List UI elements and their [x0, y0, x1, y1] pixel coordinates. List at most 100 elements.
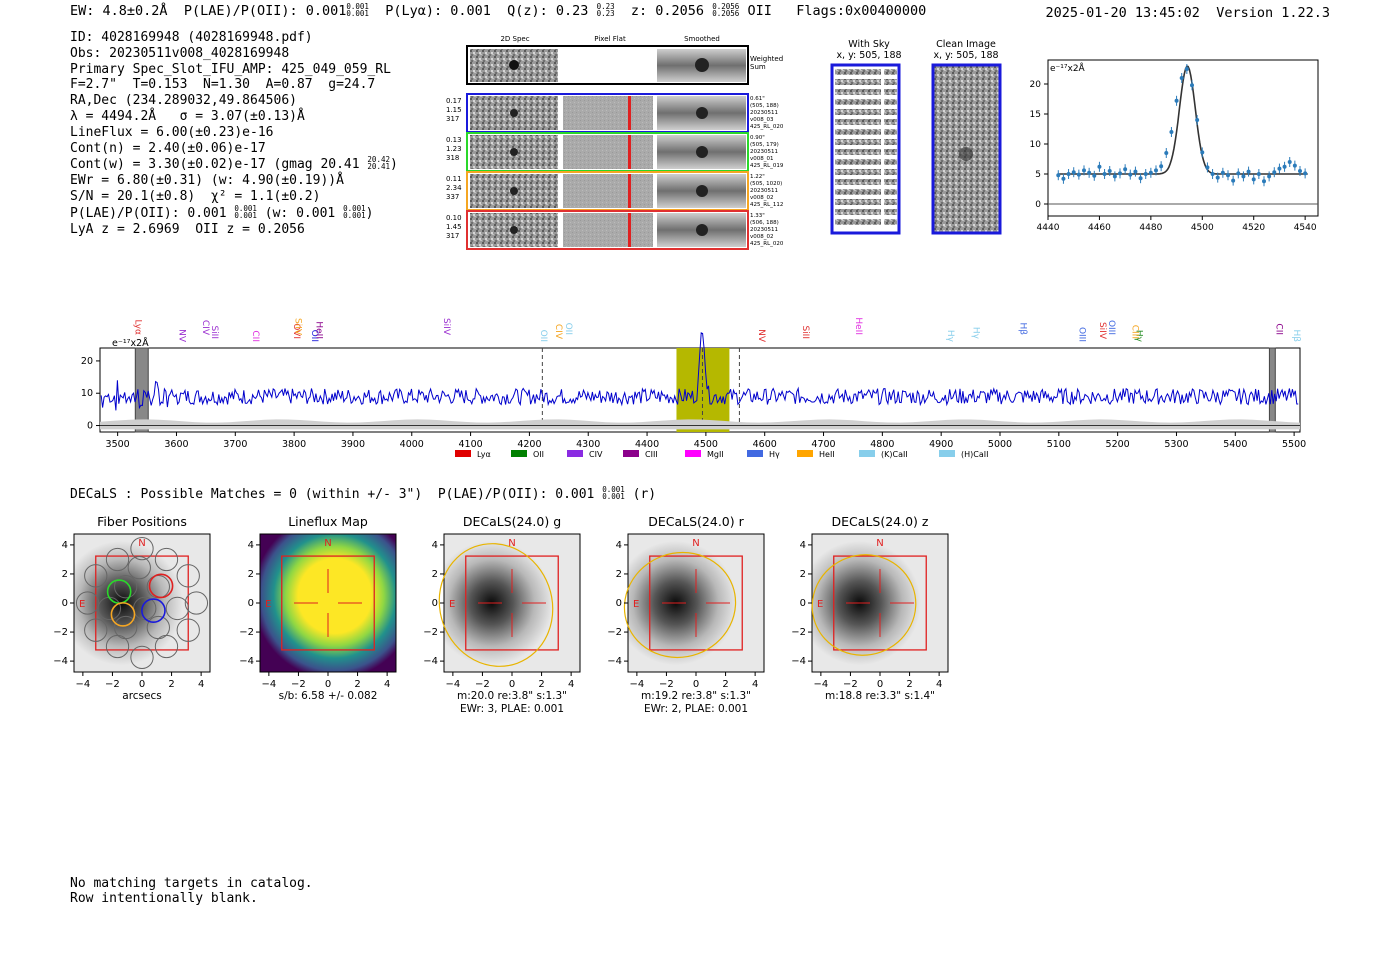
imaging-panel: Fiber Positions N E −4 −4 −2 −2 0 0 2 2 4 4 arcsecs — [53, 514, 211, 702]
legend-swatch — [859, 450, 875, 457]
cutout-row-source — [510, 226, 518, 234]
east-label: E — [79, 599, 85, 610]
fit-model-curve — [1058, 65, 1308, 175]
spectrum-xtick-label: 4100 — [458, 439, 482, 450]
fiber-circle — [165, 596, 190, 621]
fit-data-point — [1133, 169, 1138, 174]
legend-label: HeII — [819, 450, 835, 459]
fiber-circle — [114, 575, 138, 599]
cutout-row-stat: 0.10 — [446, 214, 462, 222]
panel-xtick-label: −4 — [813, 679, 828, 690]
fit-data-point — [1184, 67, 1189, 71]
east-label: E — [817, 599, 823, 610]
legend-swatch — [455, 450, 471, 457]
spectral-line-label: NV — [176, 329, 186, 343]
fit-xtick-label: 4440 — [1037, 223, 1060, 233]
cutout-row-meta: 20230511 — [750, 188, 778, 194]
fit-data-point — [1159, 164, 1164, 169]
info-plae-w-hi: 0.001 — [343, 203, 366, 213]
fit-data-point — [1138, 176, 1143, 181]
sky-stripe — [835, 89, 881, 95]
fit-data-point — [1220, 170, 1225, 175]
cutout-row-flat-marker — [628, 135, 631, 169]
cutout-row-flat-marker — [628, 96, 631, 130]
cutout-row-meta: 425_RL_020 — [750, 124, 784, 130]
panel-ytick-label: 0 — [616, 598, 622, 609]
sky-stripe — [835, 69, 881, 75]
aperture-box — [281, 555, 375, 651]
aperture-ellipse — [438, 543, 554, 667]
spectrum-xtick-label: 3900 — [341, 439, 365, 450]
east-label: E — [265, 599, 271, 610]
panel-xtick-label: 2 — [168, 679, 174, 690]
lineflux-map-image — [260, 534, 396, 672]
masked-region — [1268, 347, 1276, 433]
spectrum-unit-label: e⁻¹⁷x2Å — [112, 337, 149, 349]
aperture-ellipse — [623, 551, 737, 659]
fit-ytick-label: 5 — [1035, 170, 1041, 180]
clean-image-source — [959, 147, 973, 161]
info-contn: Cont(n) = 2.40(±0.06)e-17 — [70, 140, 266, 156]
fit-data-point — [1102, 172, 1107, 176]
version: Version 1.22.3 — [1216, 5, 1330, 21]
panel-xtick-label: −2 — [105, 679, 120, 690]
cutout-row-stat: 337 — [446, 193, 459, 201]
clean-image-title: Clean Image — [936, 39, 996, 50]
sky-stripe — [884, 119, 897, 125]
spectrum-xtick-label: 4200 — [517, 439, 541, 450]
spectral-line-label: OII — [309, 330, 319, 342]
timestamp: 2025-01-20 13:45:02 — [1045, 5, 1200, 21]
spectral-line-label: CIV — [200, 320, 210, 336]
info-plae-w-end: ) — [365, 205, 374, 221]
flux-series-line — [100, 332, 1299, 411]
legend-swatch — [939, 450, 955, 457]
legend-label: OII — [533, 450, 544, 459]
weighted-sum-source — [509, 60, 519, 70]
fiber-circle — [130, 645, 154, 670]
fiber-circle — [75, 591, 100, 615]
fit-data-point — [1256, 172, 1261, 176]
fiber-circle — [176, 618, 200, 642]
panel-xtick-label: −2 — [291, 679, 306, 690]
fit-data-point — [1061, 176, 1066, 181]
spectrum-xtick-label: 5200 — [1106, 439, 1130, 450]
sky-stripe — [884, 139, 897, 145]
weighted-sum-label: Weighted Sum — [750, 55, 783, 71]
panel-xtick-label: 2 — [354, 679, 360, 690]
panel-ytick-label: 4 — [62, 540, 68, 551]
spectrum-xtick-label: 5100 — [1047, 439, 1071, 450]
fiber-circle — [184, 591, 209, 615]
aperture-box — [95, 555, 189, 651]
spectrum-xtick-label: 5400 — [1223, 439, 1247, 450]
legend-label: (K)CaII — [881, 450, 908, 459]
error-band — [100, 419, 1300, 430]
panel-ytick-label: 2 — [800, 569, 806, 580]
fit-data-point — [1087, 170, 1092, 175]
sky-stripe — [835, 109, 881, 115]
cutout-row-stat: 1.15 — [446, 106, 462, 114]
cutout-row-meta: (505, 1020) — [750, 181, 782, 187]
sky-stripe — [835, 149, 881, 155]
selected-fiber — [141, 598, 166, 623]
cutout-row-source — [510, 109, 518, 117]
panel-xtick-label: 0 — [325, 679, 331, 690]
spectral-line-label: SiIV — [292, 318, 302, 336]
cutout-row-flat-marker — [628, 213, 631, 247]
clean-image-xy: x, y: 505, 188 — [933, 50, 998, 61]
fiber-circle — [127, 555, 151, 580]
sky-stripe — [835, 139, 881, 145]
line-fit-plot: e⁻¹⁷x2Å 4440 4460 4480 4500 4520 4540 0 5 10 15 20 — [1030, 59, 1319, 233]
z-lo: 0.2056 — [712, 9, 740, 18]
cutout-row-meta: (505, 179) — [750, 142, 779, 148]
sky-stripe — [835, 179, 881, 185]
fit-data-point — [1097, 164, 1102, 169]
panel-ytick-label: 0 — [248, 598, 254, 609]
panel-ytick-label: 4 — [800, 540, 806, 551]
legend-label: Hγ — [769, 450, 780, 459]
spectrum-xtick-label: 5300 — [1164, 439, 1188, 450]
cutout-row-meta: (506, 188) — [750, 220, 779, 226]
legend-label: CIV — [589, 450, 603, 459]
spectral-line-label: SiII — [800, 325, 810, 339]
